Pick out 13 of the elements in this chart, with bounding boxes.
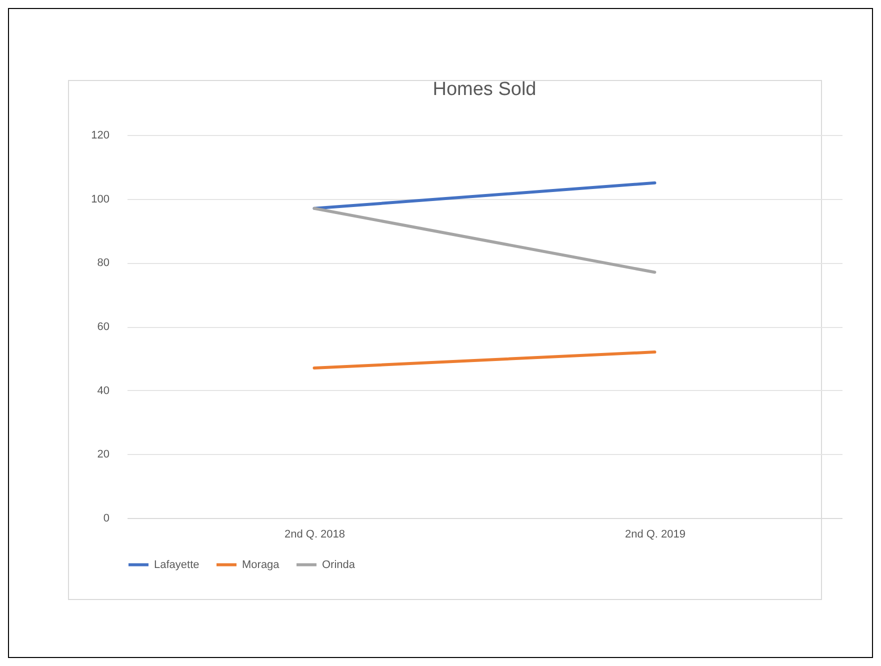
y-tick-label: 60 bbox=[97, 321, 110, 333]
legend-label: Lafayette bbox=[154, 558, 200, 571]
y-tick-label: 100 bbox=[91, 193, 110, 206]
x-tick-label: 2nd Q. 2018 bbox=[284, 528, 346, 540]
legend-label: Orinda bbox=[322, 558, 356, 571]
y-tick-label: 120 bbox=[91, 130, 110, 142]
y-tick-label: 40 bbox=[97, 384, 110, 397]
x-tick-label: 2nd Q. 2019 bbox=[624, 528, 686, 540]
y-tick-label: 0 bbox=[103, 512, 110, 524]
legend-label: Moraga bbox=[242, 558, 280, 571]
y-tick-label: 80 bbox=[97, 257, 110, 270]
y-tick-label: 20 bbox=[97, 448, 110, 461]
chart-title: Homes Sold bbox=[432, 79, 536, 100]
